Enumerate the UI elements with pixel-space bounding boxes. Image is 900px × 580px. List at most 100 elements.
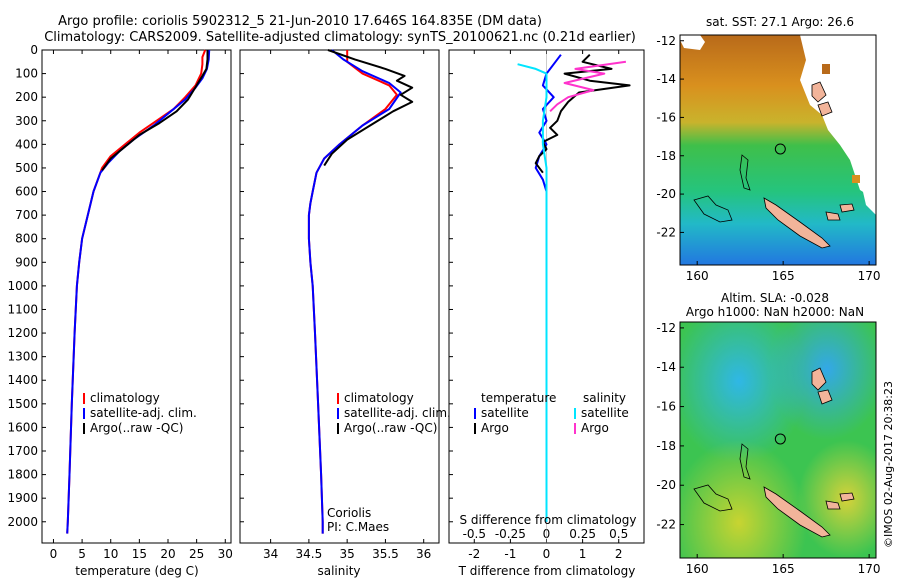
reef-outline (739, 154, 751, 191)
sla-map: Altim. SLA: -0.028 Argo h1000: NaN h2000… (679, 291, 877, 559)
series-line-argo-raw-qc- (101, 50, 209, 171)
x-tick-label: 5 (78, 547, 86, 561)
map-x-tick-label: 160 (686, 562, 709, 576)
salinity-panel-frame (239, 49, 440, 544)
map-y-tick-label: -18 (656, 439, 676, 453)
depth-tick-label: 500 (15, 161, 38, 175)
series-line-s-satellite (517, 63, 548, 522)
x-tick-label: 10 (103, 547, 118, 561)
island (817, 389, 833, 405)
s-tick-label: 0.25 (569, 527, 596, 541)
island (811, 367, 827, 391)
sst-pixel (852, 175, 860, 183)
legend-label-climatology: climatology (90, 391, 160, 405)
depth-tick-label: 100 (15, 67, 38, 81)
depth-tick-label: 900 (15, 255, 38, 269)
series-line-climatology (307, 50, 398, 534)
x-tick-label: 30 (218, 547, 233, 561)
s-tick-label: 0.5 (609, 527, 628, 541)
x-tick-label: -1 (504, 547, 516, 561)
legend-label-s-satellite: satellite (581, 406, 629, 420)
s-tick-label: -0.25 (495, 527, 526, 541)
map-y-tick-label: -22 (656, 225, 676, 239)
new-caledonia-island (763, 486, 831, 538)
figure-title-line1: Argo profile: coriolis 5902312_5 21-Jun-… (58, 14, 542, 29)
depth-tick-label: 0 (30, 43, 38, 57)
reef-outline (739, 443, 751, 480)
series-line-climatology (66, 49, 207, 534)
map-y-tick-label: -14 (656, 360, 676, 374)
x-tick-label: 15 (132, 547, 147, 561)
depth-tick-label: 1300 (7, 350, 38, 364)
profile-lines (66, 49, 631, 534)
sst-map-title: sat. SST: 27.1 Argo: 26.6 (706, 15, 854, 29)
legend-label-satellite: satellite-adj. clim. (344, 406, 451, 420)
x-tick-label: 36 (416, 547, 431, 561)
map-y-tick-label: -14 (656, 72, 676, 86)
sla-anomaly (680, 322, 876, 558)
depth-tick-label: 600 (15, 185, 38, 199)
series-line-satellite-adj-clim- (66, 49, 211, 534)
depth-tick-label: 1400 (7, 373, 38, 387)
series-line-t-argo (534, 53, 631, 174)
argo-position-marker (774, 433, 786, 445)
imos-watermark: ©IMOS 02-Aug-2017 20:38:23 (882, 381, 895, 548)
s-difference-axis-label: S difference from climatology (460, 513, 637, 527)
depth-tick-label: 800 (15, 232, 38, 246)
island (811, 81, 827, 103)
new-caledonia-island (763, 197, 831, 249)
legend-label-t-satellite: satellite (481, 406, 529, 420)
depth-tick-label: 1000 (7, 279, 38, 293)
sla-map-title-line1: Altim. SLA: -0.028 (721, 291, 829, 305)
reef-outline (693, 484, 733, 512)
depth-tick-label: 1700 (7, 444, 38, 458)
map-y-tick-label: -12 (656, 321, 676, 335)
loyalty-island (825, 500, 841, 510)
sla-map-frame (679, 321, 877, 559)
sst-pixel (822, 64, 830, 74)
island (817, 101, 833, 117)
legend-title-temperature: temperature (481, 391, 556, 405)
legend-label-satellite: satellite-adj. clim. (90, 406, 197, 420)
map-y-tick-label: -22 (656, 518, 676, 532)
map-y-tick-label: -20 (656, 187, 676, 201)
sst-map-frame (679, 34, 877, 266)
panel-axes: 0100200300400500600700800900100011001200… (7, 43, 635, 578)
map-y-tick-label: -18 (656, 149, 676, 163)
depth-tick-label: 700 (15, 208, 38, 222)
s-tick-label: -0.5 (463, 527, 486, 541)
depth-tick-label: 2000 (7, 515, 38, 529)
loyalty-island (825, 211, 841, 221)
map-x-tick-label: 165 (772, 562, 795, 576)
x-tick-label: 2 (615, 547, 623, 561)
depth-tick-label: 1200 (7, 326, 38, 340)
legend-label-argo: Argo(..raw -QC) (90, 421, 183, 435)
x-tick-label: 25 (189, 547, 204, 561)
x-axis-label: T difference from climatology (458, 564, 636, 578)
temperature-legend: climatology satellite-adj. clim. Argo(..… (83, 391, 197, 435)
x-tick-label: 0 (50, 547, 58, 561)
map-x-tick-label: 165 (772, 269, 795, 283)
x-axis-label: salinity (317, 564, 360, 578)
legend-label-t-argo: Argo (481, 421, 509, 435)
map-axes: 160 165 170 -12 -14 -16 -18 -20 -22 160 165 170 -12 -… (656, 34, 880, 576)
legend-label-s-argo: Argo (581, 421, 609, 435)
sst-map: sat. SST: 27.1 Argo: 26.6 (679, 15, 877, 266)
temperature-panel-frame (41, 49, 232, 544)
series-line-argo-raw-qc- (323, 49, 414, 167)
reef-outline (693, 195, 733, 223)
sla-map-title-line2: Argo h1000: NaN h2000: NaN (686, 305, 864, 319)
land-mask-patch (858, 165, 876, 215)
argo-position-marker (774, 143, 786, 155)
loyalty-island (839, 492, 855, 502)
depth-tick-label: 200 (15, 90, 38, 104)
x-tick-label: 20 (160, 547, 175, 561)
legend-label-argo: Argo(..raw -QC) (344, 421, 437, 435)
figure-title-line2: Climatology: CARS2009. Satellite-adjuste… (44, 30, 636, 45)
series-line-satellite-adj-clim- (307, 49, 402, 534)
depth-tick-label: 1100 (7, 302, 38, 316)
land-mask-patch (800, 35, 876, 200)
x-tick-label: -2 (468, 547, 480, 561)
depth-tick-label: 400 (15, 137, 38, 151)
